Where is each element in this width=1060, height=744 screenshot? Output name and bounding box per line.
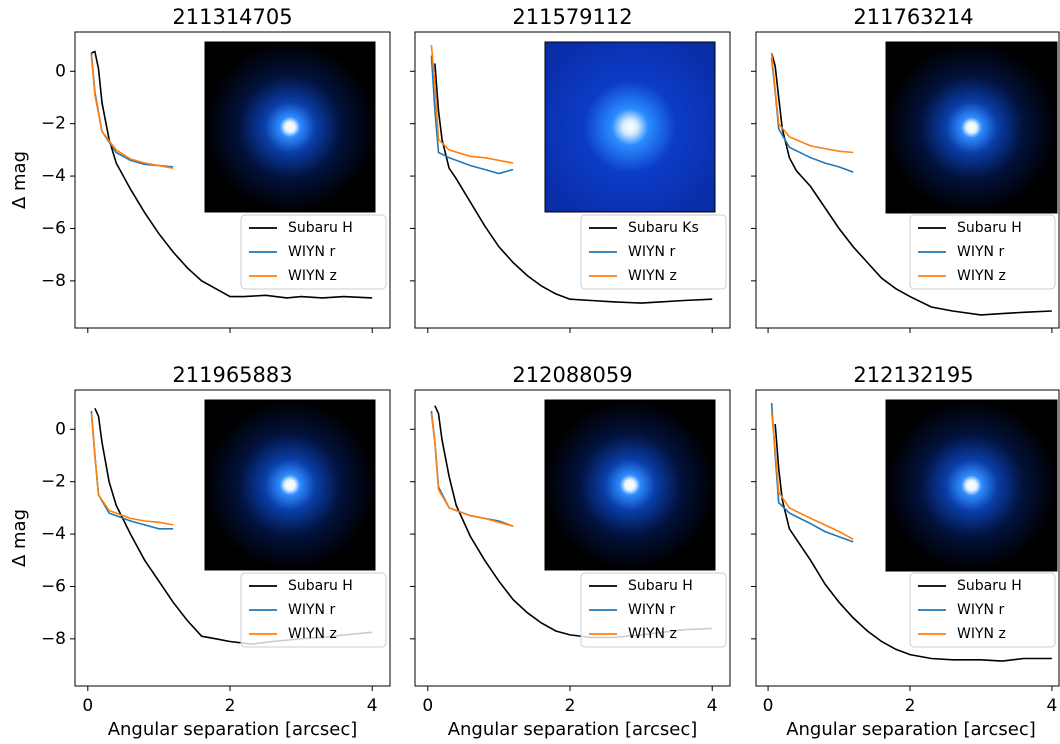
series-line — [774, 424, 1052, 662]
series-line — [770, 403, 854, 543]
legend-box — [909, 214, 1056, 290]
inset-image — [204, 41, 376, 213]
legend-box — [580, 214, 727, 290]
axes-frame — [414, 31, 731, 329]
legend-label: WIYN r — [957, 244, 1004, 260]
y-tick-label: 0 — [55, 419, 66, 439]
axes-frame — [74, 31, 391, 329]
subplot: 212088059 0 2 4 Angular separation [arcsec] S… — [410, 363, 731, 740]
legend-label: WIYN r — [628, 244, 675, 260]
series-line — [90, 55, 174, 169]
legend-box — [240, 572, 387, 648]
subplot: 211965883 0 −2 −4 −6 −8 0 2 4 Angular separation … — [9, 363, 391, 740]
y-tick-label: −8 — [41, 629, 66, 649]
legend-label: WIYN z — [628, 268, 677, 284]
y-tick-label: −4 — [41, 166, 66, 186]
series-line — [430, 45, 514, 164]
inset-image — [204, 399, 376, 571]
subplot: 211314705 0 −2 −4 −6 −8 Δ mag Subaru H WIYN r WIY… — [9, 5, 391, 333]
axes-frame — [755, 31, 1060, 329]
x-axis-label: Angular separation [arcsec] — [448, 719, 698, 740]
legend-label: WIYN z — [288, 268, 337, 284]
series-line — [430, 55, 514, 175]
x-tick-label: 2 — [565, 696, 576, 716]
x-tick-label: 0 — [763, 696, 774, 716]
inset-image — [544, 399, 716, 571]
series-line — [770, 410, 854, 541]
legend-label: WIYN r — [957, 602, 1004, 618]
y-axis-label: Δ mag — [9, 151, 30, 209]
subplot-title: 211314705 — [172, 5, 292, 29]
y-tick-label: −2 — [41, 472, 66, 492]
y-tick-label: 0 — [55, 61, 66, 81]
y-tick-label: −6 — [41, 576, 66, 596]
series-line — [434, 63, 713, 304]
y-axis-label: Δ mag — [9, 509, 30, 567]
legend-label: Subaru H — [628, 578, 693, 594]
y-tick-label: −6 — [41, 218, 66, 238]
legend-label: WIYN z — [628, 626, 677, 642]
y-tick-label: −2 — [41, 114, 66, 134]
series-line — [91, 50, 373, 299]
subplot-title: 211965883 — [172, 363, 292, 387]
x-axis-label: Angular separation [arcsec] — [108, 719, 358, 740]
x-axis-label: Angular separation [arcsec] — [786, 719, 1036, 740]
legend-label: WIYN r — [288, 244, 335, 260]
subplot: 211763214 Subaru H WIYN r WIYN z — [751, 5, 1060, 333]
series-line — [90, 410, 174, 530]
x-tick-label: 2 — [225, 696, 236, 716]
series-line — [770, 52, 854, 154]
axes-frame — [755, 389, 1060, 687]
y-tick-label: −8 — [41, 271, 66, 291]
x-tick-label: 4 — [707, 696, 718, 716]
axes-frame — [74, 389, 391, 687]
subplot-title: 212088059 — [512, 363, 632, 387]
legend-label: WIYN z — [957, 626, 1006, 642]
y-tick-label: −4 — [41, 524, 66, 544]
series-line — [430, 410, 514, 527]
x-tick-label: 0 — [422, 696, 433, 716]
legend-label: WIYN z — [957, 268, 1006, 284]
legend-label: WIYN r — [288, 602, 335, 618]
inset-image — [885, 399, 1058, 572]
x-tick-label: 4 — [367, 696, 378, 716]
x-tick-label: 0 — [82, 696, 93, 716]
axes-frame — [414, 389, 731, 687]
subplot-title: 211763214 — [853, 5, 973, 29]
legend-label: Subaru H — [288, 578, 353, 594]
legend-label: Subaru H — [288, 220, 353, 236]
legend-label: WIYN r — [628, 602, 675, 618]
series-line — [430, 413, 514, 527]
legend-label: WIYN z — [288, 626, 337, 642]
subplot: 211579112 Subaru Ks WIYN r WIYN z — [410, 5, 731, 333]
x-tick-label: 2 — [905, 696, 916, 716]
legend-box — [580, 572, 727, 648]
series-line — [770, 58, 854, 173]
inset-image — [885, 41, 1058, 214]
legend-box — [909, 572, 1056, 648]
subplot-title: 211579112 — [512, 5, 632, 29]
x-tick-label: 4 — [1046, 696, 1057, 716]
series-line — [90, 413, 174, 526]
subplot: 212132195 0 2 4 Angular separation [arcsec] S… — [751, 363, 1060, 740]
inset-image — [544, 41, 716, 213]
legend-label: Subaru Ks — [628, 220, 699, 236]
series-line — [770, 52, 1052, 316]
legend-label: Subaru H — [957, 578, 1022, 594]
legend-box — [240, 214, 387, 290]
subplot-title: 212132195 — [853, 363, 973, 387]
legend-label: Subaru H — [957, 220, 1022, 236]
